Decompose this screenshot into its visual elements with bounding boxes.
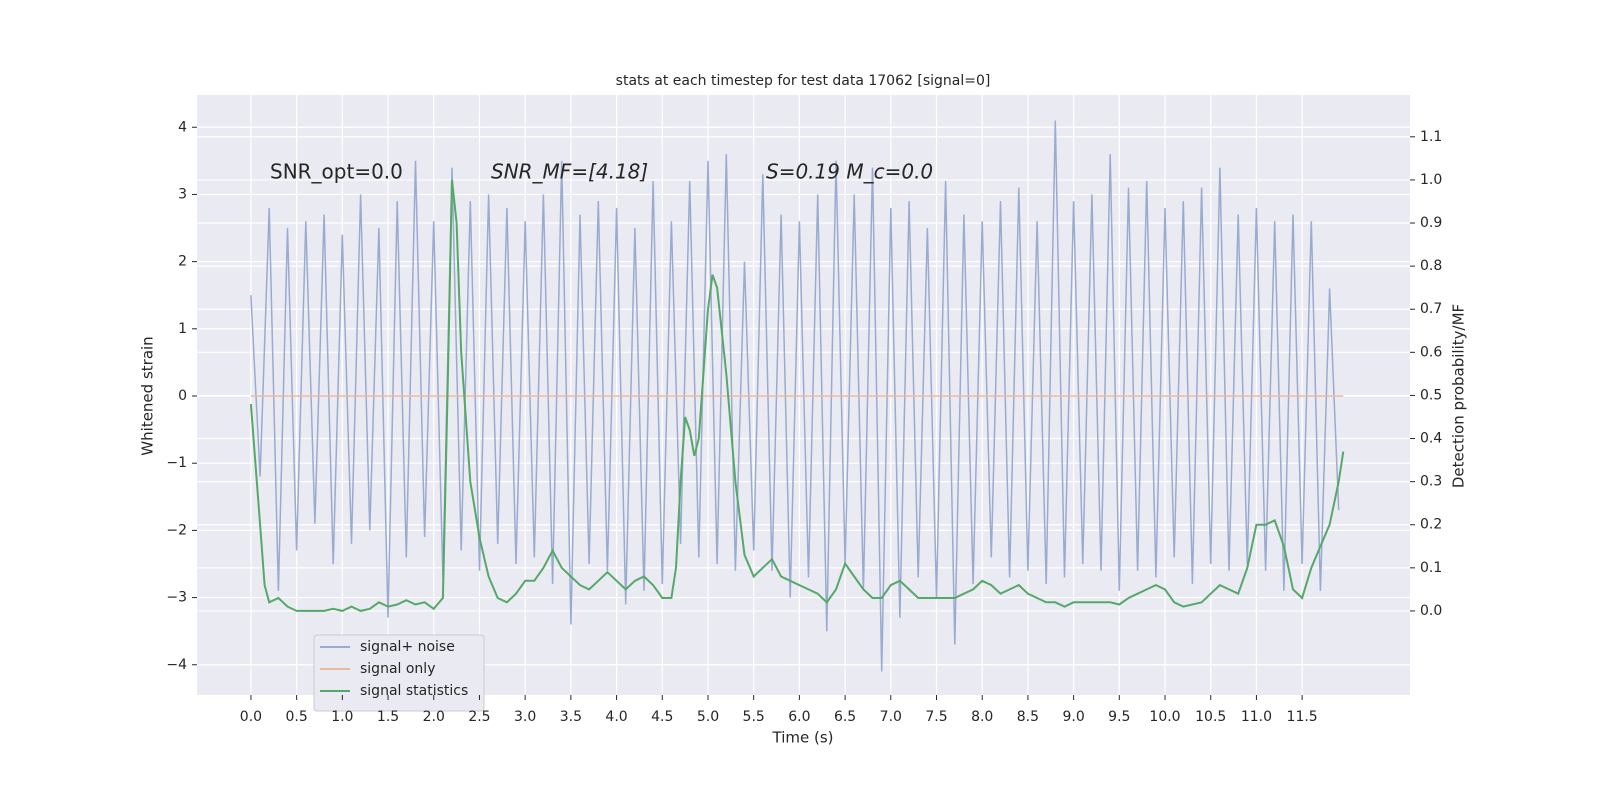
y2-tick-label: 0.3 — [1420, 474, 1442, 490]
annotation: S=0.19 M_c=0.0 — [766, 160, 933, 184]
y2-tick-label: 0.7 — [1420, 301, 1442, 317]
y-tick-label: 1 — [178, 321, 187, 337]
x-tick-label: 6.0 — [788, 709, 810, 725]
legend-label: signal only — [360, 661, 435, 677]
x-tick-label: 9.5 — [1108, 709, 1130, 725]
y-tick-label: −1 — [166, 455, 187, 471]
x-tick-label: 7.0 — [880, 709, 902, 725]
x-tick-label: 5.5 — [743, 709, 765, 725]
y2-tick-label: 0.8 — [1420, 258, 1442, 274]
y-tick-label: −2 — [166, 522, 187, 538]
legend: signal+ noise signal only signal statistic… — [313, 634, 485, 712]
x-tick-label: 2.0 — [423, 709, 445, 725]
x-tick-label: 0.5 — [286, 709, 308, 725]
y2-tick-label: 0.4 — [1420, 431, 1442, 447]
lines — [249, 120, 1345, 672]
y-tick-label: −3 — [166, 590, 187, 606]
legend-label: signal statistics — [360, 683, 468, 699]
legend-box — [313, 634, 485, 712]
x-tick-label: 5.0 — [697, 709, 719, 725]
y2-axis-label: Detection probability/MF — [1450, 304, 1468, 488]
x-tick-label: 4.5 — [651, 709, 673, 725]
x-tick-label: 6.5 — [834, 709, 856, 725]
x-tick-label: 4.0 — [605, 709, 627, 725]
y2-tick-label: 0.9 — [1420, 215, 1442, 231]
x-tick-label: 11.5 — [1287, 709, 1318, 725]
y-tick-label: 0 — [178, 388, 187, 404]
y-tick-label: 2 — [178, 254, 187, 270]
x-tick-label: 1.0 — [331, 709, 353, 725]
x-tick-label: 3.5 — [560, 709, 582, 725]
y2-tick-label: 0.1 — [1420, 560, 1442, 576]
grid — [197, 95, 1410, 695]
x-tick-label: 9.0 — [1062, 709, 1084, 725]
y2-tick-label: 0.5 — [1420, 387, 1442, 403]
x-tick-label: 1.5 — [377, 709, 399, 725]
x-tick-label: 2.5 — [468, 709, 490, 725]
x-tick-label: 7.5 — [925, 709, 947, 725]
y-tick-label: −4 — [166, 657, 187, 673]
legend-label: signal+ noise — [360, 639, 455, 655]
y2-tick-label: 1.1 — [1420, 129, 1442, 145]
x-tick-label: 11.0 — [1241, 709, 1272, 725]
x-tick-label: 8.0 — [971, 709, 993, 725]
x-tick-label: 3.0 — [514, 709, 536, 725]
y2-tick-label: 0.6 — [1420, 344, 1442, 360]
y2-tick-label: 0.2 — [1420, 517, 1442, 533]
annotation: SNR_opt=0.0 — [270, 160, 403, 184]
x-tick-label: 8.5 — [1017, 709, 1039, 725]
x-axis-label: Time (s) — [772, 729, 834, 747]
y-tick-label: 3 — [178, 186, 187, 202]
y2-tick-label: 1.0 — [1420, 172, 1442, 188]
x-tick-label: 10.0 — [1149, 709, 1180, 725]
y-axis-label: Whitened strain — [139, 336, 157, 455]
x-tick-label: 10.5 — [1195, 709, 1226, 725]
y2-tick-label: 0.0 — [1420, 603, 1442, 619]
chart-title: stats at each timestep for test data 170… — [616, 73, 991, 89]
series-line — [249, 179, 1345, 612]
y-tick-label: 4 — [178, 119, 187, 135]
series-line — [250, 120, 1340, 672]
x-tick-label: 0.0 — [240, 709, 262, 725]
annotation: SNR_MF=[4.18] — [491, 160, 648, 184]
